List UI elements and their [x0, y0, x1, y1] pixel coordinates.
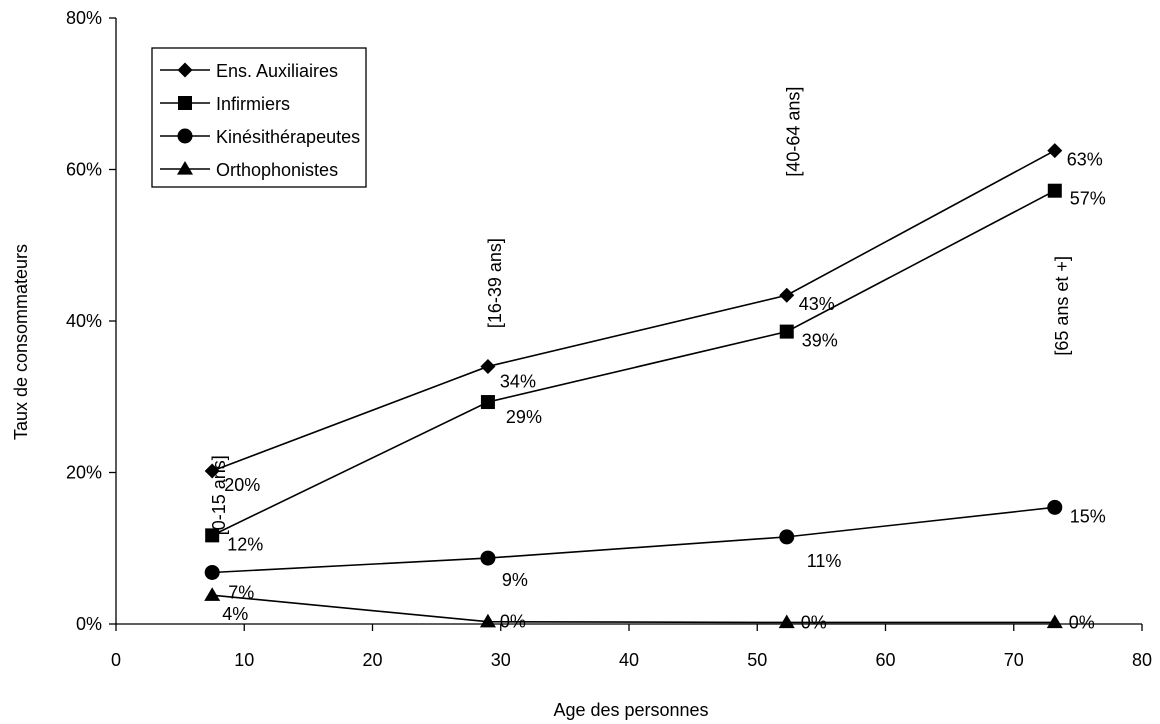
circle-marker [779, 529, 795, 545]
x-tick-label: 40 [619, 650, 639, 670]
y-tick-label: 40% [66, 311, 102, 331]
square-marker [779, 324, 794, 339]
data-label: 9% [502, 570, 528, 590]
diamond-marker [1047, 143, 1063, 159]
y-axis-title: Taux de consommateurs [11, 244, 31, 440]
circle-marker [204, 564, 220, 580]
data-label: 0% [500, 612, 526, 632]
data-label: 4% [222, 604, 248, 624]
age-group-labels: [0-15 ans][16-39 ans][40-64 ans][65 ans … [209, 87, 1072, 536]
data-label: 43% [799, 294, 835, 314]
square-marker [1047, 183, 1062, 198]
data-label: 12% [227, 534, 263, 554]
diamond-marker [779, 287, 795, 303]
legend: Ens. Auxiliaires Infirmiers Kinésithérapeu… [151, 47, 367, 188]
x-tick-label: 20 [362, 650, 382, 670]
age-group-label: [16-39 ans] [485, 238, 505, 328]
age-group-label: [40-64 ans] [784, 87, 804, 177]
series-ens-auxiliaires [204, 143, 1063, 479]
data-series [204, 143, 1063, 629]
series-line [212, 506, 1055, 574]
square-marker [480, 395, 495, 410]
x-tick-label: 0 [111, 650, 121, 670]
data-label: 34% [500, 371, 536, 391]
series-line [211, 190, 1056, 537]
x-tick-label: 60 [875, 650, 895, 670]
series-kin-sith-rapeutes [204, 499, 1063, 580]
series-orthophonistes [204, 587, 1063, 629]
data-label: 0% [801, 612, 827, 632]
x-axis-title: Age des personnes [553, 700, 708, 720]
triangle-marker [1046, 614, 1063, 629]
data-labels: 20% 34% 43% 63% 12% 29% 39% 57% 7% 9% 11% 15% 4% 0% 0%… [222, 150, 1106, 633]
data-label: 57% [1070, 189, 1106, 209]
data-label: 7% [228, 582, 254, 602]
x-tick-label: 50 [747, 650, 767, 670]
legend-circle-marker [177, 128, 193, 144]
legend-diamond-marker [177, 62, 193, 78]
series-infirmiers [205, 183, 1062, 543]
age-group-label: [65 ans et +] [1052, 256, 1072, 356]
x-tick-label: 30 [491, 650, 511, 670]
data-label: 29% [506, 407, 542, 427]
axes [109, 17, 1143, 631]
data-label: 63% [1067, 150, 1103, 170]
data-label: 39% [802, 331, 838, 351]
legend-item: Orthophonistes [160, 160, 338, 180]
triangle-marker [778, 614, 795, 629]
legend-label: Ens. Auxiliaires [216, 61, 338, 81]
x-tick-label: 70 [1004, 650, 1024, 670]
legend-item: Ens. Auxiliaires [160, 61, 338, 81]
diamond-marker [204, 463, 220, 479]
diamond-marker [480, 358, 496, 374]
y-tick-label: 0% [76, 614, 102, 634]
circle-marker [1047, 499, 1063, 515]
legend-label: Kinésithérapeutes [216, 127, 360, 147]
legend-item: Infirmiers [160, 94, 290, 114]
series-line [212, 594, 1055, 624]
legend-label: Orthophonistes [216, 160, 338, 180]
legend-square-marker [178, 96, 192, 110]
data-label: 11% [807, 551, 842, 571]
y-tick-label: 60% [66, 160, 102, 180]
data-label: 15% [1070, 506, 1106, 526]
legend-item: Kinésithérapeutes [160, 127, 360, 147]
legend-triangle-marker [177, 161, 193, 175]
data-label: 0% [1069, 612, 1095, 632]
series-line [211, 149, 1056, 472]
y-tick-label: 80% [66, 8, 102, 28]
x-tick-label: 80 [1132, 650, 1152, 670]
triangle-marker [479, 613, 496, 628]
tick-labels: 0 10 20 30 40 50 60 70 80 0% 20% 40% 60% 80% [66, 8, 1152, 670]
square-marker [205, 528, 220, 543]
circle-marker [480, 550, 496, 566]
data-label: 20% [224, 475, 260, 495]
triangle-marker [204, 587, 221, 601]
x-tick-label: 10 [234, 650, 254, 670]
legend-label: Infirmiers [216, 94, 290, 114]
y-tick-label: 20% [66, 463, 102, 483]
